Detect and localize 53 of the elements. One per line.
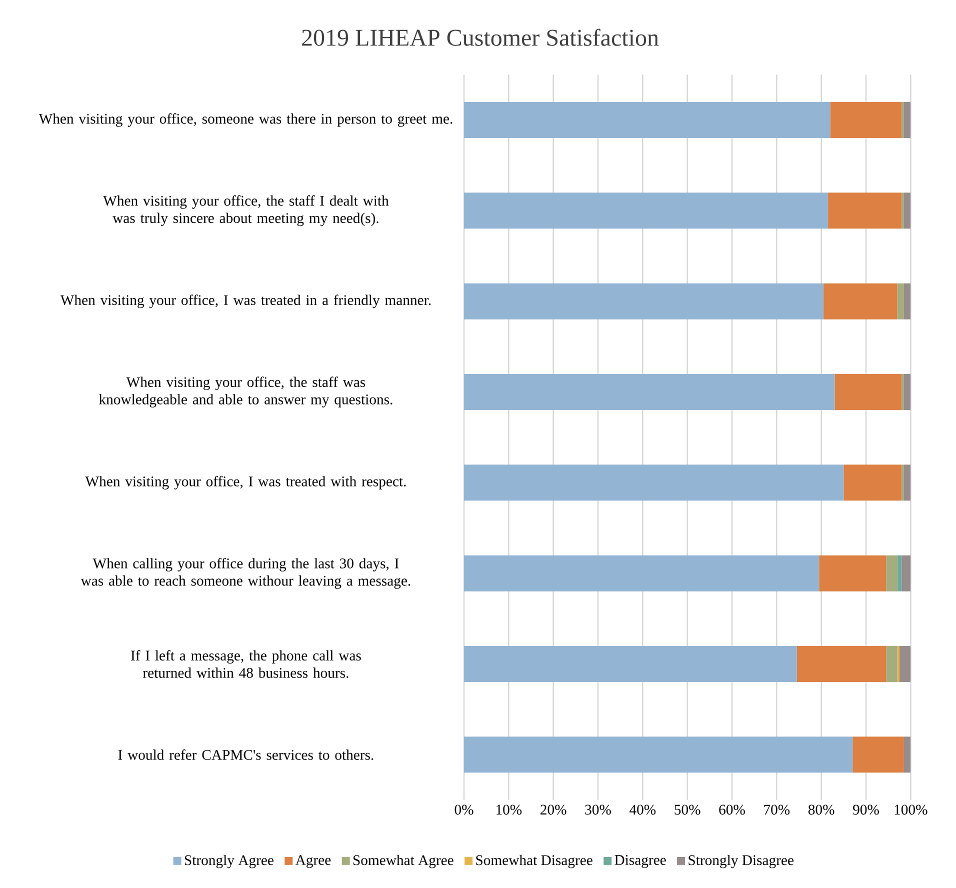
bar [828, 192, 902, 229]
x-tick-label: 10% [496, 804, 522, 815]
x-tick-label: 0% [454, 804, 474, 815]
bar [844, 464, 902, 501]
x-tick-label: 100% [894, 804, 928, 815]
y-tick-label: When calling your office during the last 30 days, I was able to reach someone withour leaving a message. [80, 558, 410, 589]
y-tick-label: When visiting your office, the staff I dealt with was truly sincere about meeting my need(s). [103, 195, 389, 226]
bar [904, 374, 911, 410]
bar [852, 736, 904, 773]
y-tick-label: When visiting your office, someone was there in person to greet me. [38, 113, 452, 127]
y-tick-label: When visiting your office, I was treated in a friendly manner. [60, 294, 431, 308]
x-tick-label: 80% [808, 804, 834, 815]
bar [904, 736, 911, 773]
bar [824, 283, 898, 320]
x-tick-label: 90% [853, 804, 879, 815]
y-tick-label: When visiting your office, I was treated with respect. [85, 476, 406, 490]
bar [902, 555, 911, 592]
bar [464, 464, 844, 501]
bar [464, 283, 824, 320]
bar [464, 555, 820, 592]
bar [464, 736, 853, 773]
bar [819, 555, 886, 592]
x-tick-label: 40% [630, 804, 656, 815]
bar [464, 646, 797, 682]
bar [904, 192, 911, 229]
bar [904, 464, 911, 501]
y-tick-label: If I left a message, the phone call was returned within 48 business hours. [131, 650, 361, 678]
bar [904, 283, 911, 320]
legend-label: Agree [295, 855, 331, 868]
bar [830, 102, 902, 138]
bar [886, 555, 898, 592]
bar [796, 646, 886, 682]
x-tick-label: 20% [540, 804, 566, 815]
bar [897, 283, 904, 320]
legend-label: Somewhat Disagree [476, 854, 592, 868]
x-tick-label: 70% [764, 804, 790, 815]
legend-label: Strongly Disagree [688, 854, 794, 868]
x-tick-label: 50% [674, 804, 700, 815]
bar [464, 102, 830, 138]
x-tick-label: 60% [719, 804, 745, 815]
legend-label: Disagree [614, 855, 666, 868]
y-tick-label: I would refer CAPMC's services to others. [118, 749, 374, 760]
bar [464, 192, 828, 229]
bar [904, 102, 911, 138]
legend-label: Strongly Agree [184, 854, 274, 868]
legend-label: Somewhat Agree [353, 854, 454, 868]
y-tick-label: When visiting your office, the staff was knowledgeable and able to answer my questions. [98, 376, 392, 408]
bar [834, 374, 902, 410]
chart-title: 2019 LIHEAP Customer Satisfaction [302, 28, 659, 46]
bar [900, 646, 911, 682]
bar [464, 374, 835, 410]
bar [886, 646, 898, 682]
x-tick-label: 30% [585, 804, 611, 815]
